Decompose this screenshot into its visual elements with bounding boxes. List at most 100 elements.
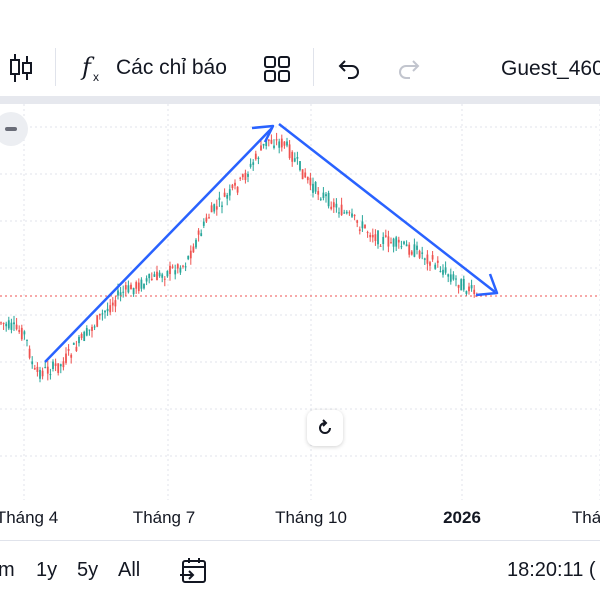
candle-body: [418, 250, 421, 258]
candle-body: [2, 322, 5, 324]
candle-body: [319, 198, 322, 200]
range-button-all[interactable]: All: [118, 559, 141, 581]
candle-body: [145, 278, 148, 282]
redo-button[interactable]: [396, 56, 422, 82]
candle-body: [114, 300, 117, 307]
candle-body: [371, 234, 374, 238]
candle-body: [257, 157, 260, 160]
candle-body: [187, 255, 190, 260]
candle-body: [62, 361, 65, 368]
candle-body: [174, 270, 177, 275]
candle-body: [468, 286, 470, 292]
candle-body: [67, 349, 70, 351]
candle-body: [465, 291, 468, 294]
candle-body: [283, 141, 286, 146]
candle-body: [163, 278, 166, 280]
trend-arrow-head: [475, 273, 499, 297]
candle-body: [158, 272, 161, 277]
candle-body: [348, 212, 351, 214]
candle-body: [5, 323, 8, 327]
candle-body: [325, 194, 327, 197]
candle-body: [286, 141, 288, 146]
date-range-button[interactable]: [179, 555, 211, 587]
candle-body: [301, 169, 304, 180]
reset-chart-button[interactable]: [307, 410, 343, 446]
candle-body: [44, 367, 47, 369]
candle-body: [85, 328, 88, 336]
candle-body: [54, 363, 57, 366]
candle-body: [226, 194, 229, 199]
candle-body: [31, 361, 34, 365]
candle-body: [202, 221, 205, 226]
candle-body: [434, 264, 437, 269]
collapse-toolbar-button[interactable]: [0, 112, 28, 146]
user-menu[interactable]: Guest_460: [501, 54, 600, 84]
candle-body: [36, 366, 39, 373]
undo-button[interactable]: [336, 56, 362, 82]
candle-body: [431, 255, 434, 260]
candlestick-icon: [10, 54, 32, 82]
candle-body: [41, 370, 44, 377]
range-button-5y[interactable]: 5y: [77, 559, 99, 581]
candle-body: [72, 342, 75, 345]
candle-body: [364, 224, 366, 229]
candle-body: [416, 245, 418, 250]
candle-body: [91, 326, 93, 331]
candle-body: [374, 234, 377, 241]
calendar-range-icon: [180, 558, 206, 583]
candle-body: [15, 324, 18, 330]
candle-body: [449, 274, 452, 282]
candle-body: [452, 274, 455, 280]
chart-pane[interactable]: [0, 104, 600, 500]
range-button[interactable]: m: [0, 559, 15, 581]
candle-body: [197, 230, 200, 235]
candle-body: [150, 278, 153, 281]
candle-body: [166, 270, 169, 277]
candle-body: [345, 211, 348, 214]
candle-body: [7, 320, 10, 329]
candle-body: [299, 161, 301, 171]
toolbar-separator: [313, 48, 314, 86]
candle-body: [59, 364, 62, 367]
candle-body: [124, 285, 127, 290]
chart-type-button[interactable]: [8, 52, 34, 84]
price-chart[interactable]: [0, 104, 600, 500]
candle-body: [236, 186, 239, 193]
redo-icon: [399, 60, 420, 79]
candle-body: [291, 151, 294, 162]
candle-body: [78, 336, 80, 344]
candle-body: [400, 246, 403, 248]
candle-body: [184, 266, 187, 268]
candle-body: [270, 139, 273, 144]
candle-body: [20, 327, 23, 340]
candle-body: [413, 244, 416, 257]
layout-button[interactable]: [263, 55, 291, 83]
candle-body: [200, 233, 203, 237]
candle-body: [439, 271, 442, 273]
candle-body: [444, 267, 447, 273]
candle-body: [179, 267, 182, 273]
candle-body: [169, 265, 171, 275]
candle-body: [189, 250, 192, 259]
candle-body: [317, 191, 320, 195]
candle-body: [338, 212, 340, 214]
indicators-button[interactable]: f x Các chỉ báo: [80, 52, 227, 84]
candle-body: [353, 214, 356, 217]
candle-body: [356, 220, 359, 223]
candle-body: [327, 192, 330, 207]
candle-body: [215, 206, 218, 210]
time-axis[interactable]: Tháng 4 Tháng 7 Tháng 10 2026 Tháng: [0, 500, 600, 540]
candle-body: [343, 212, 346, 214]
candle-body: [106, 308, 109, 312]
candle-body: [254, 153, 257, 160]
candle-body: [109, 305, 112, 313]
candle-body: [322, 192, 325, 198]
candle-body: [148, 273, 151, 279]
candle-body: [39, 369, 41, 379]
candle-body: [462, 278, 465, 290]
range-button-1y[interactable]: 1y: [36, 559, 58, 581]
candle-body: [223, 192, 226, 197]
candle-body: [470, 285, 473, 289]
candle-body: [340, 204, 343, 216]
candle-body: [247, 173, 249, 177]
